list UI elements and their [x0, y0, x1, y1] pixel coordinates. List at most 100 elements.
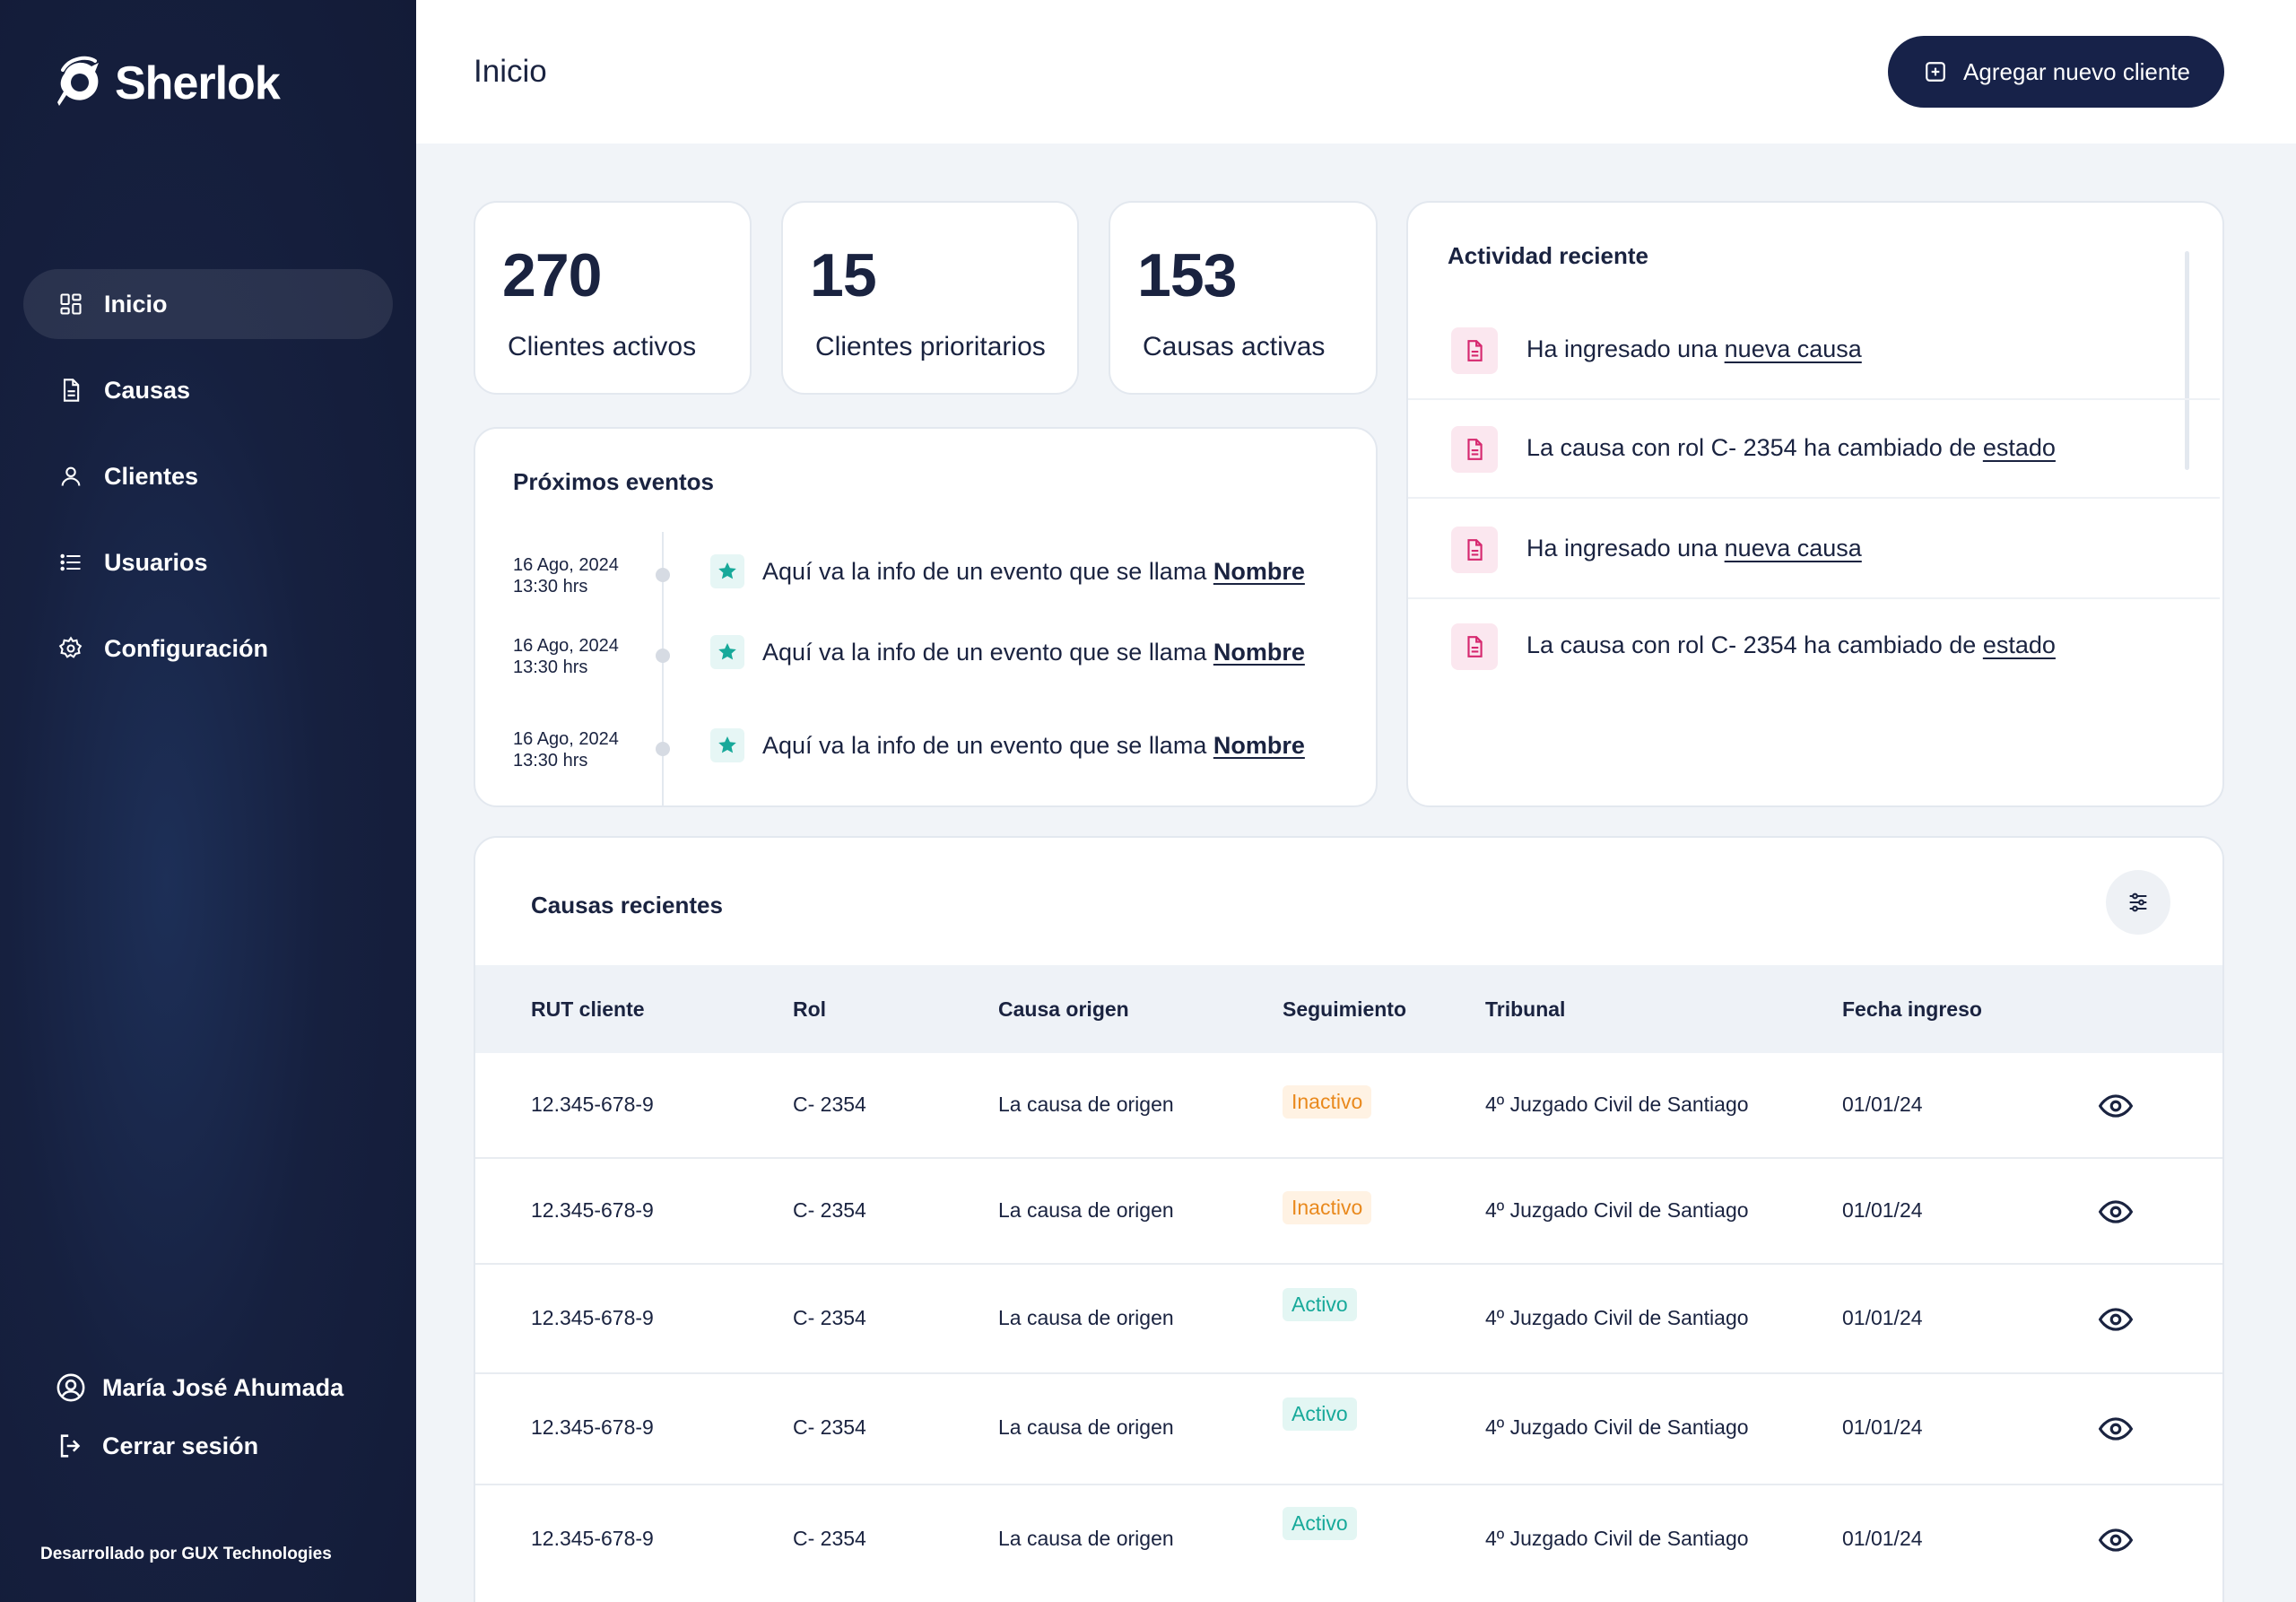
- stat-value: 15: [810, 241, 877, 309]
- cell-fecha: 01/01/24: [1842, 1306, 1923, 1329]
- document-icon: [1451, 527, 1498, 573]
- cell-rut: 12.345-678-9: [531, 1415, 654, 1439]
- status-badge: Activo: [1283, 1397, 1357, 1431]
- column-header-seguimiento[interactable]: Seguimiento: [1283, 997, 1407, 1021]
- view-eye-icon[interactable]: [2099, 1412, 2133, 1446]
- user-profile[interactable]: María José Ahumada: [56, 1367, 344, 1408]
- sidebar-item-configuracion[interactable]: Configuración: [23, 614, 393, 683]
- add-client-label: Agregar nuevo cliente: [1963, 57, 2190, 85]
- stat-label: Clientes activos: [508, 332, 697, 361]
- developer-credit: Desarrollado por GUX Technologies: [40, 1545, 332, 1563]
- table-row[interactable]: 12.345-678-9 C- 2354 La causa de origen …: [475, 1485, 2222, 1597]
- sidebar-nav: Inicio Causas Clientes Usuarios Configur…: [23, 269, 393, 700]
- event-date: 16 Ago, 2024 13:30 hrs: [513, 636, 619, 677]
- add-client-button[interactable]: Agregar nuevo cliente: [1888, 36, 2224, 108]
- timeline-dot: [656, 568, 670, 582]
- user-block: María José Ahumada Cerrar sesión: [56, 1367, 344, 1484]
- activity-text: Ha ingresado una nueva causa: [1526, 535, 1862, 562]
- cell-tribunal: 4º Juzgado Civil de Santiago: [1485, 1415, 1749, 1439]
- logout-button[interactable]: Cerrar sesión: [56, 1425, 344, 1467]
- table-title: Causas recientes: [531, 892, 723, 919]
- stat-card-clientes-prioritarios: 15 Clientes prioritarios: [781, 201, 1079, 395]
- sidebar-item-clientes[interactable]: Clientes: [23, 441, 393, 511]
- page-title: Inicio: [474, 54, 547, 89]
- sidebar-item-causas[interactable]: Causas: [23, 355, 393, 425]
- document-icon: [1451, 426, 1498, 473]
- document-icon: [57, 377, 84, 404]
- star-icon: [710, 554, 744, 588]
- stat-label: Causas activas: [1143, 332, 1326, 361]
- activity-link[interactable]: estado: [1982, 434, 2056, 461]
- cell-tribunal: 4º Juzgado Civil de Santiago: [1485, 1527, 1749, 1550]
- column-header-fecha[interactable]: Fecha ingreso: [1842, 997, 1982, 1021]
- view-eye-icon[interactable]: [2099, 1195, 2133, 1229]
- cell-causa-origen: La causa de origen: [998, 1527, 1174, 1550]
- recent-cases-card: Causas recientes RUT cliente Rol Causa o…: [474, 836, 2224, 1602]
- document-icon: [1451, 327, 1498, 374]
- status-badge: Inactivo: [1283, 1085, 1372, 1119]
- cell-causa-origen: La causa de origen: [998, 1093, 1174, 1116]
- stat-label: Clientes prioritarios: [815, 332, 1046, 361]
- upcoming-events-card: Próximos eventos 16 Ago, 2024 13:30 hrs A…: [474, 427, 1378, 807]
- sherlok-logo-icon: [57, 56, 99, 106]
- top-header: Inicio Agregar nuevo cliente: [416, 0, 2296, 144]
- sidebar-item-label: Inicio: [104, 290, 168, 318]
- add-square-icon: [1926, 62, 1945, 82]
- table-row[interactable]: 12.345-678-9 C- 2354 La causa de origen …: [475, 1159, 2222, 1265]
- event-item: 16 Ago, 2024 13:30 hrs Aquí va la info de…: [475, 554, 1376, 608]
- sidebar-item-inicio[interactable]: Inicio: [23, 269, 393, 339]
- event-date: 16 Ago, 2024 13:30 hrs: [513, 555, 619, 596]
- activity-scrollbar[interactable]: [2185, 251, 2189, 470]
- cell-rol: C- 2354: [793, 1306, 866, 1329]
- event-text: Aquí va la info de un evento que se llam…: [762, 558, 1305, 585]
- stat-card-causas-activas: 153 Causas activas: [1109, 201, 1378, 395]
- user-name: María José Ahumada: [102, 1373, 344, 1401]
- sidebar-item-label: Clientes: [104, 462, 199, 490]
- event-text: Aquí va la info de un evento que se llam…: [762, 639, 1305, 666]
- cell-rut: 12.345-678-9: [531, 1198, 654, 1222]
- column-header-rut[interactable]: RUT cliente: [531, 997, 645, 1021]
- cell-rol: C- 2354: [793, 1527, 866, 1550]
- filter-sliders-icon: [2129, 892, 2147, 912]
- view-eye-icon[interactable]: [2099, 1089, 2133, 1123]
- sidebar-item-usuarios[interactable]: Usuarios: [23, 527, 393, 597]
- table-row[interactable]: 12.345-678-9 C- 2354 La causa de origen …: [475, 1265, 2222, 1374]
- event-name-link[interactable]: Nombre: [1213, 732, 1305, 759]
- status-badge: Activo: [1283, 1507, 1357, 1540]
- event-name-link[interactable]: Nombre: [1213, 639, 1305, 666]
- cell-rol: C- 2354: [793, 1198, 866, 1222]
- column-header-tribunal[interactable]: Tribunal: [1485, 997, 1566, 1021]
- event-item: 16 Ago, 2024 13:30 hrs Aquí va la info de…: [475, 635, 1376, 689]
- brand-logo[interactable]: Sherlok: [56, 56, 281, 111]
- timeline-dot: [656, 649, 670, 663]
- table-row[interactable]: 12.345-678-9 C- 2354 La causa de origen …: [475, 1053, 2222, 1159]
- activity-item: La causa con rol C- 2354 ha cambiado de …: [1408, 400, 2220, 499]
- column-header-rol[interactable]: Rol: [793, 997, 827, 1021]
- filter-button[interactable]: [2106, 870, 2170, 935]
- cell-rut: 12.345-678-9: [531, 1306, 654, 1329]
- recent-activity-card: Actividad reciente Ha ingresado una nuev…: [1406, 201, 2224, 807]
- brand-name: Sherlok: [115, 57, 281, 109]
- view-eye-icon[interactable]: [2099, 1523, 2133, 1557]
- dashboard-icon: [57, 291, 84, 318]
- column-header-causa-origen[interactable]: Causa origen: [998, 997, 1129, 1021]
- user-icon: [57, 463, 84, 490]
- cell-fecha: 01/01/24: [1842, 1198, 1923, 1222]
- event-date: 16 Ago, 2024 13:30 hrs: [513, 729, 619, 771]
- activity-item: Ha ingresado una nueva causa: [1408, 301, 2220, 400]
- event-name-link[interactable]: Nombre: [1213, 558, 1305, 585]
- cell-rol: C- 2354: [793, 1415, 866, 1439]
- activity-link[interactable]: nueva causa: [1724, 335, 1862, 362]
- activity-link[interactable]: estado: [1982, 631, 2056, 658]
- star-icon: [710, 728, 744, 762]
- view-eye-icon[interactable]: [2099, 1302, 2133, 1336]
- cell-causa-origen: La causa de origen: [998, 1198, 1174, 1222]
- cell-causa-origen: La causa de origen: [998, 1415, 1174, 1439]
- user-circle-icon: [57, 1373, 85, 1402]
- cell-fecha: 01/01/24: [1842, 1093, 1923, 1116]
- activity-link[interactable]: nueva causa: [1724, 535, 1862, 562]
- table-row[interactable]: 12.345-678-9 C- 2354 La causa de origen …: [475, 1374, 2222, 1485]
- timeline-dot: [656, 742, 670, 756]
- sidebar-item-label: Causas: [104, 376, 191, 404]
- activity-text: La causa con rol C- 2354 ha cambiado de …: [1526, 434, 2056, 461]
